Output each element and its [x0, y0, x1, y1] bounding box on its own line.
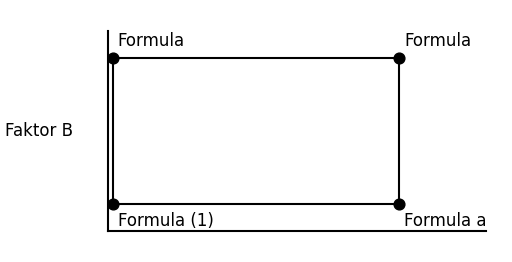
Point [395, 202, 403, 206]
Text: Formula a: Formula a [404, 212, 487, 230]
Point [109, 56, 117, 60]
Point [395, 56, 403, 60]
Text: Faktor B: Faktor B [5, 122, 73, 140]
Point [109, 202, 117, 206]
Text: Formula: Formula [404, 32, 472, 50]
Text: Formula (1): Formula (1) [118, 212, 214, 230]
Text: Formula: Formula [118, 32, 185, 50]
